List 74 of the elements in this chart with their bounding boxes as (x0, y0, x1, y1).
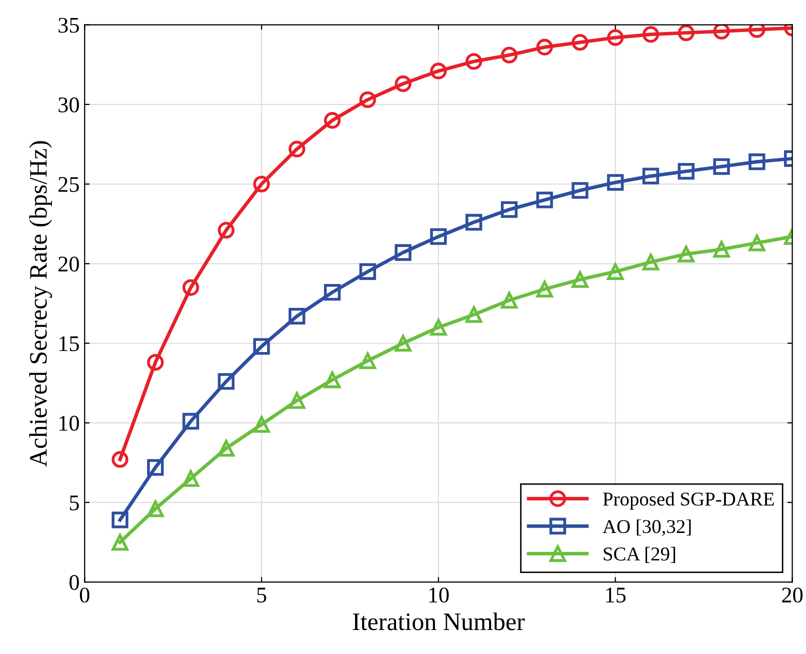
point (253, 416, 270, 433)
point (218, 222, 234, 239)
y-tick-label: 35 (58, 18, 79, 33)
point (500, 292, 518, 309)
point (359, 352, 376, 370)
point (182, 279, 200, 296)
legend-label: AO [30,32] (602, 519, 691, 536)
point (713, 24, 730, 40)
point (112, 451, 128, 468)
legend-label: SCA [29] (604, 546, 676, 564)
x-tick-label: 10 (429, 588, 449, 603)
x-axis-title: Iteration Number (352, 612, 525, 630)
point (182, 412, 200, 430)
point (678, 162, 694, 180)
point (288, 392, 306, 409)
point (288, 140, 306, 158)
y-tick-label: 20 (58, 256, 79, 272)
point (112, 512, 128, 528)
point (147, 459, 164, 476)
point (218, 373, 234, 390)
point (112, 534, 128, 551)
x-tick-label: 20 (782, 588, 803, 603)
point (572, 34, 588, 51)
y-tick-label: 15 (60, 336, 79, 352)
point (713, 240, 730, 258)
point (288, 308, 306, 325)
point (642, 168, 660, 184)
point (147, 500, 164, 518)
y-tick-label: 5 (70, 496, 79, 510)
point (536, 192, 553, 208)
point (394, 75, 412, 92)
legend-label: Proposed SGP-DARE (603, 492, 774, 510)
x-tick-label: 0 (80, 588, 90, 603)
point (182, 470, 200, 487)
point (466, 53, 482, 70)
point (394, 244, 412, 261)
point (324, 372, 341, 388)
point (572, 271, 588, 288)
point (536, 38, 553, 56)
point (713, 158, 730, 175)
point (359, 263, 376, 280)
point (500, 201, 518, 218)
point (572, 182, 588, 199)
point (430, 62, 447, 80)
point (253, 338, 270, 355)
point (748, 234, 766, 252)
y-tick-label: 25 (58, 177, 79, 192)
point (324, 284, 341, 301)
point (466, 214, 482, 231)
point (218, 440, 234, 457)
point (642, 254, 660, 270)
y-axis-title: Achieved Secrecy Rate (bps/Hz) (29, 141, 52, 467)
point (324, 112, 341, 129)
x-tick-label: 15 (606, 588, 626, 603)
point (607, 263, 624, 280)
point (253, 176, 270, 192)
point (748, 153, 766, 170)
point (430, 228, 447, 245)
point (466, 306, 482, 323)
point (678, 246, 694, 262)
point (607, 174, 624, 191)
y-tick-label: 30 (58, 97, 79, 112)
point (607, 29, 624, 46)
point (678, 24, 694, 42)
point (359, 91, 376, 108)
y-tick-label: 10 (60, 416, 79, 431)
point (500, 46, 518, 64)
x-tick-label: 5 (257, 588, 266, 603)
point (147, 354, 164, 371)
point (430, 319, 447, 336)
point (536, 280, 553, 298)
point (394, 334, 412, 352)
y-tick-label: 0 (70, 574, 79, 590)
point (642, 26, 660, 43)
